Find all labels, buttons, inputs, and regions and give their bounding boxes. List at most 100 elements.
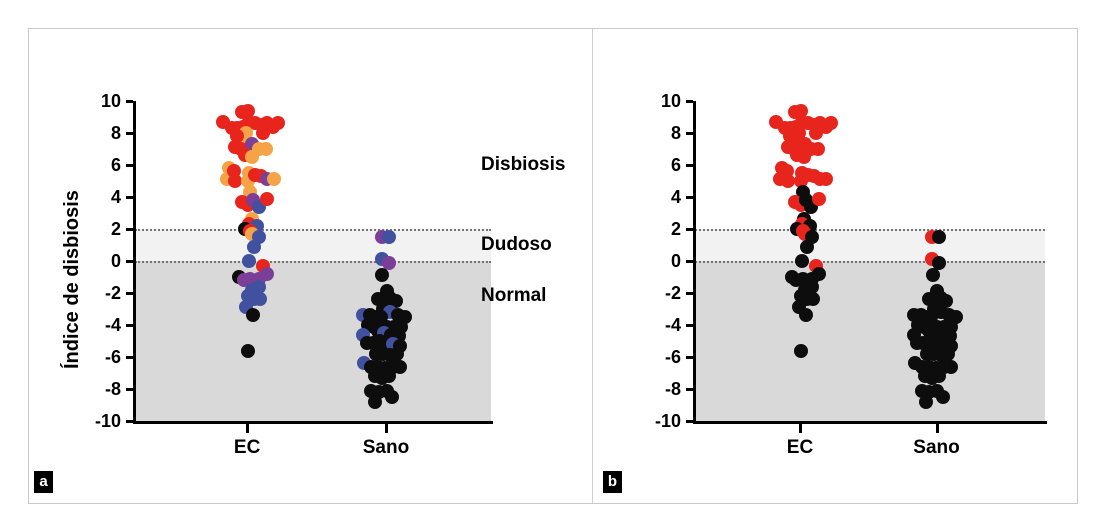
data-point	[241, 254, 256, 268]
y-tick	[686, 164, 693, 167]
threshold-line-0	[135, 261, 491, 263]
panel-a-tag: a	[34, 471, 53, 493]
data-point	[230, 129, 245, 144]
y-tick-label: -6	[664, 347, 681, 367]
data-point	[811, 142, 826, 156]
data-point	[925, 268, 940, 283]
y-tick-label: -6	[104, 347, 121, 367]
data-point	[385, 390, 400, 404]
x-tick	[799, 424, 802, 433]
y-tick	[126, 292, 133, 295]
data-point	[794, 103, 809, 118]
x-tick-label-sano: Sano	[362, 437, 410, 458]
y-tick	[126, 164, 133, 167]
data-point	[935, 390, 950, 404]
y-tick-label: 10	[100, 91, 121, 111]
y-tick	[686, 292, 693, 295]
data-point	[368, 394, 383, 409]
data-point	[259, 266, 274, 281]
figure-container: Índice de disbiosis 10 8 6 4 2 0 -2 -4 -6 -8 -10 EC…	[28, 28, 1078, 504]
data-point	[800, 239, 815, 254]
data-point	[932, 255, 947, 270]
y-tick-label: 2	[670, 219, 681, 239]
data-point	[918, 394, 933, 409]
data-point	[812, 191, 827, 206]
y-tick	[126, 388, 133, 391]
data-point	[258, 142, 273, 156]
plot-area	[135, 101, 491, 421]
data-point	[808, 126, 823, 140]
threshold-line-0	[695, 261, 1045, 263]
data-point	[799, 308, 814, 323]
data-point	[244, 150, 259, 164]
y-tick-label: -10	[94, 411, 121, 431]
data-point	[270, 116, 285, 131]
data-point	[823, 116, 838, 131]
data-point	[381, 230, 396, 244]
data-point	[794, 254, 809, 268]
x-axis	[133, 421, 493, 424]
y-tick-label: -4	[104, 315, 121, 335]
data-point	[375, 268, 390, 283]
data-point	[241, 103, 256, 118]
y-tick-label: 6	[670, 155, 681, 175]
y-tick	[126, 324, 133, 327]
threshold-line-2	[695, 229, 1045, 231]
data-point	[227, 174, 242, 188]
data-point	[793, 343, 808, 358]
y-tick-label: 10	[660, 91, 681, 111]
panel-a: Índice de disbiosis 10 8 6 4 2 0 -2 -4 -6 -8 -10 EC…	[29, 29, 592, 503]
data-point	[266, 172, 281, 187]
zone-label-dudoso: Dudoso	[481, 234, 552, 255]
y-tick	[686, 100, 693, 103]
x-tick	[384, 424, 388, 433]
x-tick	[935, 424, 939, 433]
y-axis	[133, 101, 136, 424]
y-tick	[686, 260, 693, 263]
y-tick-label: -10	[654, 411, 681, 431]
y-tick-label: 0	[110, 251, 121, 271]
data-point	[805, 279, 820, 294]
y-tick	[126, 100, 133, 103]
data-point	[940, 346, 955, 361]
zone-band-normal	[695, 261, 1045, 421]
zone-band-normal	[135, 261, 491, 421]
y-tick	[126, 420, 133, 423]
panel-a-y-axis-label: Índice de disbiosis	[61, 190, 83, 369]
y-tick-label: 4	[670, 187, 681, 207]
y-tick-label: -8	[664, 379, 681, 399]
y-tick	[126, 196, 133, 199]
data-point	[939, 294, 954, 308]
zone-band-dudoso	[135, 229, 491, 261]
data-point	[932, 369, 947, 384]
x-axis	[693, 421, 1047, 424]
data-point	[381, 369, 396, 384]
zone-label-disbiosis: Disbiosis	[481, 154, 566, 175]
y-tick-label: -8	[104, 379, 121, 399]
x-tick-label-ec: EC	[233, 437, 261, 458]
data-point	[780, 174, 795, 188]
plot-area	[695, 101, 1045, 421]
y-tick	[686, 228, 693, 231]
x-tick-label-sano: Sano	[913, 437, 960, 458]
y-tick	[686, 388, 693, 391]
y-tick	[686, 196, 693, 199]
data-point	[247, 239, 262, 254]
y-tick	[126, 356, 133, 359]
panel-divider	[592, 29, 593, 503]
y-tick-label: 8	[670, 123, 681, 143]
y-tick-label: 2	[110, 219, 121, 239]
y-tick	[686, 356, 693, 359]
data-point	[806, 292, 821, 307]
y-tick	[686, 324, 693, 327]
panel-b: Índice de disbiosis 1086420-2-4-6-8-10EC…	[593, 29, 1079, 503]
data-point	[241, 343, 256, 358]
data-point	[393, 359, 408, 374]
data-point	[943, 359, 958, 374]
y-tick-label: 6	[110, 155, 121, 175]
x-tick	[246, 424, 250, 433]
data-point	[388, 294, 403, 308]
data-point	[246, 308, 261, 323]
y-tick-label: 4	[110, 187, 121, 207]
y-tick	[126, 132, 133, 135]
